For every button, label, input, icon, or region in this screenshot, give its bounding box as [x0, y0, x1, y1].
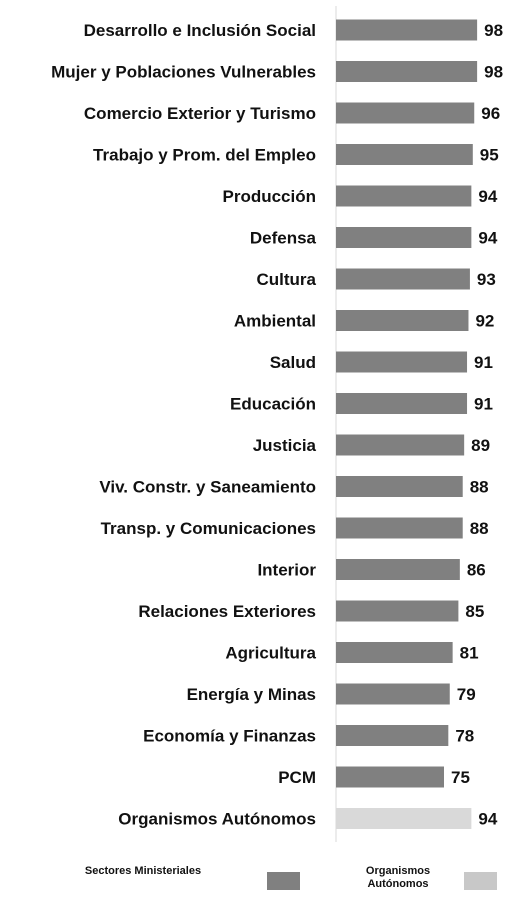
legend-swatch: [267, 872, 300, 890]
category-label: Educación: [230, 395, 316, 414]
category-label: Agricultura: [225, 644, 316, 663]
category-label: Justicia: [253, 436, 317, 455]
value-label: 95: [480, 146, 499, 165]
bar-row: Viv. Constr. y Saneamiento 88: [99, 476, 489, 497]
category-label: PCM: [278, 768, 316, 787]
value-label: 81: [460, 644, 479, 663]
value-label: 75: [451, 768, 470, 787]
category-label: Trabajo y Prom. del Empleo: [93, 146, 316, 165]
bar: [336, 476, 463, 497]
bar-row: Ambiental 92: [234, 310, 494, 331]
category-label: Comercio Exterior y Turismo: [84, 104, 316, 123]
legend-label: Organismos Autónomos: [366, 865, 430, 890]
value-label: 98: [484, 21, 503, 40]
value-label: 96: [481, 104, 500, 123]
value-label: 89: [471, 436, 490, 455]
bar: [336, 268, 470, 290]
value-label: 86: [467, 561, 486, 580]
bar: [336, 600, 459, 622]
legend-swatch: [464, 872, 497, 890]
bar-row: Trabajo y Prom. del Empleo 95: [93, 144, 499, 165]
bar: [336, 19, 478, 41]
category-label: Defensa: [250, 229, 317, 248]
bar-row: Desarrollo e Inclusión Social 98: [84, 19, 503, 41]
bar-row: Organismos Autónomos 94: [118, 808, 498, 829]
category-label: Cultura: [257, 270, 317, 289]
bar: [336, 559, 460, 580]
value-label: 91: [474, 353, 493, 372]
bar: [336, 517, 463, 539]
bar: [336, 683, 450, 705]
legend-label: Sectores Ministeriales: [85, 865, 201, 877]
bar-row: Energía y Minas 79: [187, 683, 476, 705]
bar: [336, 351, 468, 373]
bar: [336, 766, 444, 788]
bar-row: Mujer y Poblaciones Vulnerables 98: [51, 61, 503, 82]
value-label: 79: [457, 685, 476, 704]
bar-row: Cultura 93: [257, 268, 496, 290]
bar: [336, 102, 475, 124]
bar-row: Justicia 89: [253, 434, 490, 456]
value-label: 98: [484, 63, 503, 82]
bar: [336, 185, 472, 207]
category-label: Ambiental: [234, 312, 316, 331]
category-label: Interior: [257, 561, 316, 580]
value-label: 91: [474, 395, 493, 414]
category-label: Viv. Constr. y Saneamiento: [99, 478, 316, 497]
bar-row: Comercio Exterior y Turismo 96: [84, 102, 500, 124]
bar: [336, 393, 468, 414]
category-label: Transp. y Comunicaciones: [101, 519, 316, 538]
category-label: Desarrollo e Inclusión Social: [84, 21, 316, 40]
bar-row: Interior 86: [257, 559, 486, 580]
value-label: 92: [475, 312, 494, 331]
bar-row: Salud 91: [270, 351, 493, 373]
bar: [336, 310, 469, 331]
bar: [336, 434, 465, 456]
category-label: Mujer y Poblaciones Vulnerables: [51, 63, 316, 82]
value-label: 94: [478, 229, 497, 248]
legend: Sectores Ministeriales Organismos Autónomo…: [85, 865, 497, 890]
bar-row: PCM 75: [278, 766, 470, 788]
category-label: Organismos Autónomos: [118, 810, 316, 829]
bar-row: Producción 94: [222, 185, 498, 207]
value-label: 93: [477, 270, 496, 289]
bar: [336, 808, 472, 829]
category-label: Producción: [222, 187, 316, 206]
value-label: 85: [465, 602, 484, 621]
bar-row: Transp. y Comunicaciones 88: [101, 517, 489, 539]
bar-row: Defensa 94: [250, 227, 498, 248]
bar: [336, 642, 453, 663]
value-label: 94: [478, 810, 497, 829]
value-label: 94: [478, 187, 497, 206]
bar: [336, 144, 473, 165]
value-label: 88: [470, 478, 489, 497]
category-label: Energía y Minas: [187, 685, 316, 704]
value-label: 88: [470, 519, 489, 538]
bar-row: Relaciones Exteriores 85: [138, 600, 484, 622]
category-label: Economía y Finanzas: [143, 727, 316, 746]
bar: [336, 227, 472, 248]
bar: [336, 725, 449, 746]
category-label: Salud: [270, 353, 316, 372]
bar-row: Educación 91: [230, 393, 493, 414]
bar-row: Economía y Finanzas 78: [143, 725, 474, 746]
bar: [336, 61, 478, 82]
category-label: Relaciones Exteriores: [138, 602, 316, 621]
value-label: 78: [455, 727, 474, 746]
bar-row: Agricultura 81: [225, 642, 479, 663]
